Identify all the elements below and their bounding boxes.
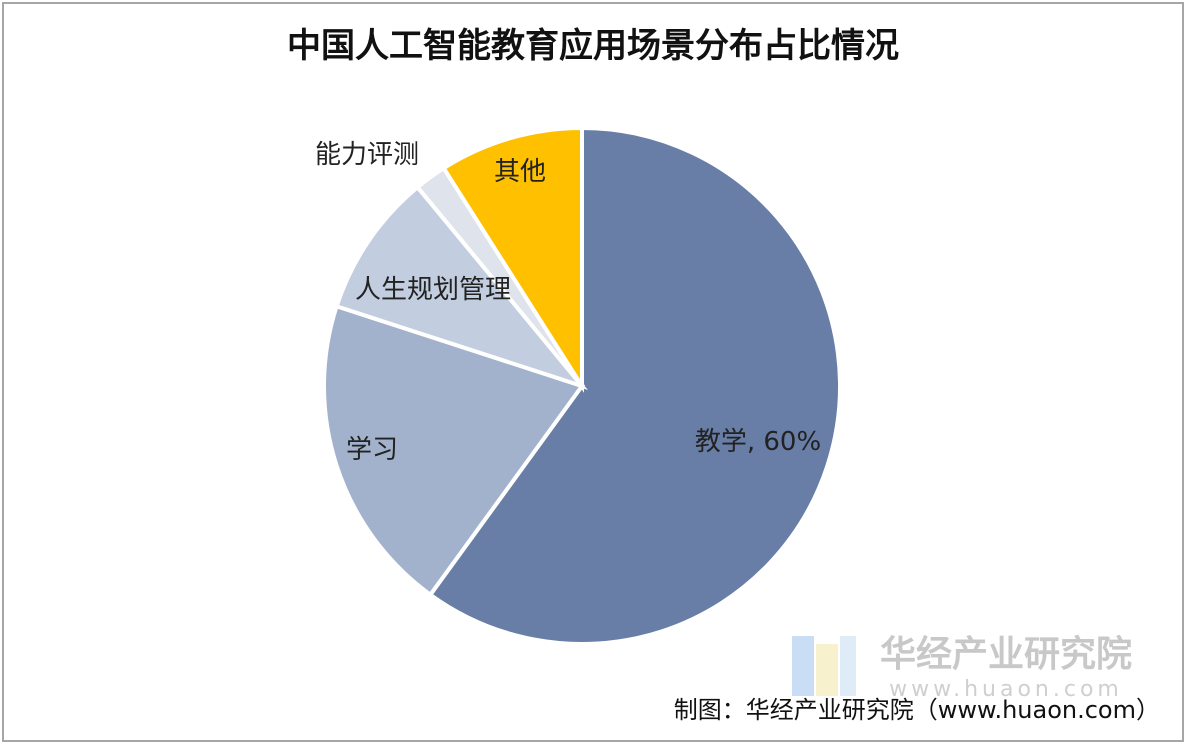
source-note: 制图：华经产业研究院（www.huaon.com）: [674, 696, 1160, 724]
pie-slice: [427, 125, 842, 646]
chart-title: 中国人工智能教育应用场景分布占比情况: [287, 26, 899, 66]
watermark-logo: [792, 636, 856, 696]
watermark-url: www.huaon.com: [889, 677, 1123, 702]
pie-slice: [440, 125, 584, 393]
value-label: , 60%: [747, 427, 821, 457]
category-label: 能力评测: [315, 140, 419, 170]
slice-label: 学习: [346, 435, 398, 465]
category-label: 学习: [346, 435, 398, 465]
slice-label: 其他: [494, 157, 546, 187]
category-label: 人生规划管理: [355, 275, 511, 305]
slice-label: 人生规划管理: [355, 275, 511, 305]
pie-slice: [322, 303, 586, 598]
slice-label: 教学, 60%: [695, 427, 821, 457]
pie-slice: [334, 184, 588, 391]
category-label: 教学: [695, 427, 747, 457]
watermark-name: 华经产业研究院: [880, 634, 1132, 675]
category-label: 其他: [494, 157, 546, 187]
slice-label: 能力评测: [315, 140, 419, 170]
